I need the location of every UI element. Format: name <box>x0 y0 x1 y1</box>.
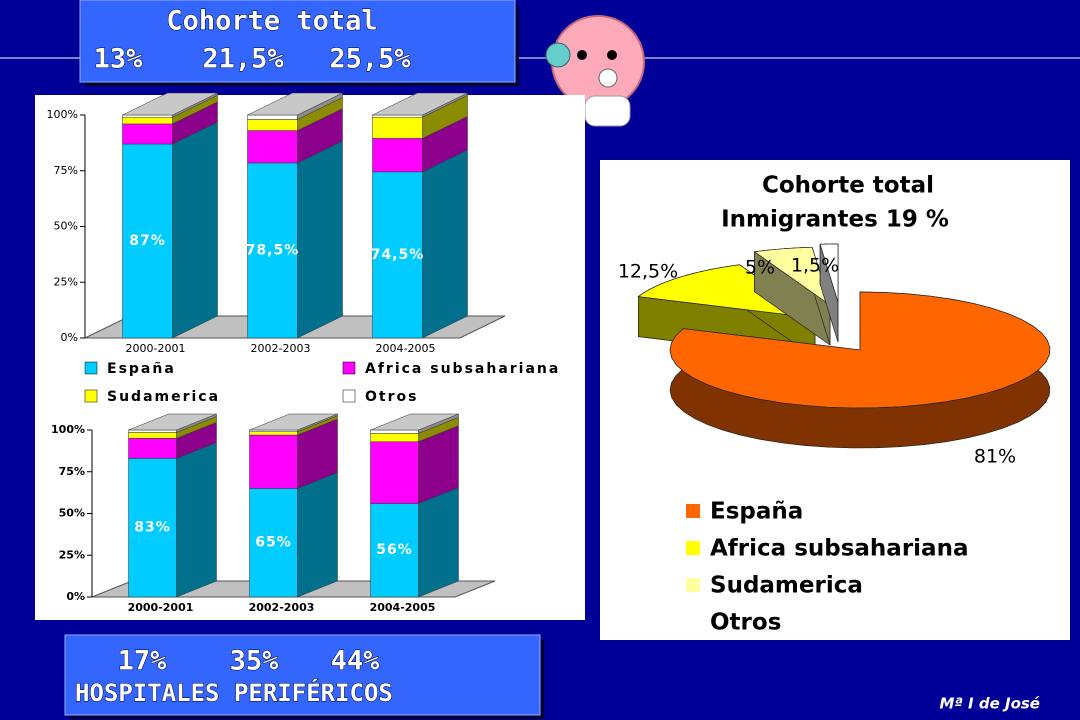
legend-swatch <box>342 361 356 375</box>
x-tick-label: 2000-2001 <box>128 601 194 614</box>
y-tick-label: 25% <box>54 275 78 288</box>
pie-title: Cohorte total <box>762 173 934 199</box>
bar-side <box>176 442 217 598</box>
pie-slice <box>637 264 816 319</box>
pie-slice <box>669 291 1051 409</box>
legend-swatch <box>84 389 98 403</box>
bar-side <box>172 121 218 339</box>
y-tick-label: 0% <box>61 331 78 344</box>
y-tick-label: 0% <box>66 590 85 603</box>
legend-swatch <box>686 615 700 629</box>
x-tick-label: 2004-2005 <box>370 601 436 614</box>
data-label: 1,5% <box>791 255 839 277</box>
header-value: 25,5% <box>329 44 411 75</box>
legend-swatch <box>84 361 98 375</box>
legend-label: Africa subsahariana <box>365 361 560 377</box>
legend-swatch <box>686 504 700 518</box>
y-tick-label: 100% <box>47 108 78 121</box>
legend-label: Otros <box>710 610 781 636</box>
bar-side <box>297 140 343 339</box>
header-value: 13% <box>94 44 144 75</box>
bar-segment <box>128 432 177 439</box>
footer-label: HOSPITALES PERIFÉRICOS <box>75 678 393 707</box>
data-label: 83% <box>134 520 171 536</box>
legend-label: España <box>107 361 176 377</box>
bar-top <box>249 413 338 431</box>
bar-segment <box>128 429 177 433</box>
legend-label: Sudamerica <box>710 573 863 599</box>
bar-segment <box>122 116 173 125</box>
bar-segment <box>372 138 423 173</box>
header-value: 21,5% <box>202 44 284 75</box>
footer-box <box>64 634 541 716</box>
bar-side <box>297 472 338 598</box>
bar-segment <box>249 434 298 489</box>
bar-top <box>247 92 343 116</box>
bar-top <box>128 413 217 431</box>
data-label: 87% <box>129 233 166 249</box>
bar-top <box>122 92 218 116</box>
data-label: 12,5% <box>618 261 678 283</box>
header-box <box>79 0 516 83</box>
y-tick-label: 50% <box>54 220 78 233</box>
bar-segment <box>249 429 298 432</box>
bar-segment <box>247 130 298 164</box>
bar-top <box>370 413 459 431</box>
y-tick-label: 50% <box>59 507 85 520</box>
bar-segment <box>370 429 419 434</box>
footer-value: 17% <box>118 646 168 677</box>
bar-segment <box>247 114 298 120</box>
bar-segment <box>128 438 177 459</box>
bar-segment <box>249 488 298 598</box>
author: Mª I de José <box>939 695 1040 713</box>
bar-segment <box>372 116 423 139</box>
x-tick-label: 2004-2005 <box>376 342 436 355</box>
legend-label: Sudamerica <box>107 389 220 405</box>
legend-swatch <box>686 541 700 555</box>
bar-segment <box>370 433 419 442</box>
pie-slice <box>819 243 839 303</box>
bar-side <box>422 149 468 339</box>
legend-swatch <box>342 389 356 403</box>
bar-segment <box>122 143 173 339</box>
footer-value: 44% <box>331 646 381 677</box>
x-tick-label: 2000-2001 <box>126 342 186 355</box>
legend-swatch <box>686 578 700 592</box>
footer-value: 35% <box>230 646 280 677</box>
legend-label: Africa subsahariana <box>710 536 968 562</box>
y-tick-label: 75% <box>54 164 78 177</box>
bar-segment <box>372 114 423 118</box>
legend-label: Otros <box>365 389 418 405</box>
pie-slice <box>753 246 831 306</box>
data-label: 74,5% <box>371 247 425 263</box>
data-label: 5% <box>745 257 775 279</box>
bar-segment <box>249 431 298 436</box>
bar-segment <box>247 119 298 131</box>
data-label: 81% <box>974 446 1016 468</box>
bar-segment <box>128 458 177 598</box>
bar-segment <box>370 441 419 504</box>
baby-icon <box>545 15 645 127</box>
legend-label: España <box>710 499 803 525</box>
y-tick-label: 75% <box>59 465 85 478</box>
bar-segment <box>372 171 423 339</box>
x-tick-label: 2002-2003 <box>251 342 311 355</box>
data-label: 56% <box>376 542 413 558</box>
bar-top <box>372 92 468 116</box>
y-tick-label: 25% <box>59 548 85 561</box>
data-label: 78,5% <box>246 242 300 258</box>
bar-segment <box>122 123 173 145</box>
pie-subtitle: Inmigrantes 19 % <box>721 207 949 233</box>
header-title: Cohorte total <box>166 6 377 37</box>
data-label: 65% <box>255 535 292 551</box>
x-tick-label: 2002-2003 <box>249 601 315 614</box>
bar-segment <box>247 162 298 339</box>
bar-side <box>418 487 459 598</box>
y-tick-label: 100% <box>51 423 85 436</box>
bar-segment <box>122 114 173 118</box>
